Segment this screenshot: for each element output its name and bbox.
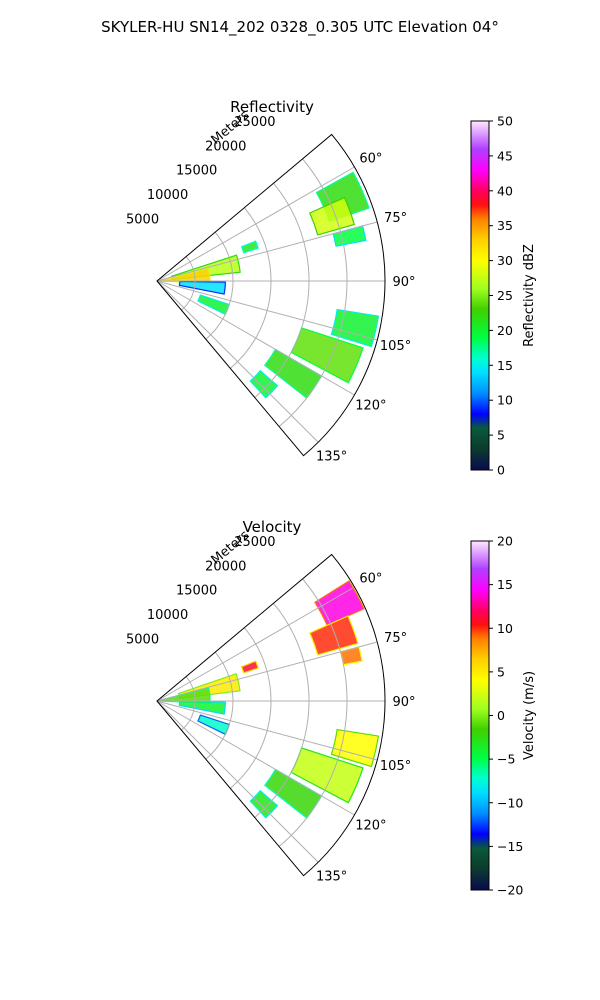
- colorbar-label: Velocity (m/s): [522, 671, 537, 760]
- echo-region-3: [240, 660, 259, 674]
- colorbar-tick-label: 15: [497, 358, 513, 373]
- angle-tick-label: 105°: [380, 759, 411, 774]
- colorbar-tick-label: 35: [497, 218, 513, 233]
- radial-tick-label: 15000: [176, 164, 217, 179]
- sector-frame: [156, 133, 386, 457]
- colorbar-tick-label: 40: [497, 183, 513, 198]
- angle-tick-label: 60°: [359, 572, 382, 587]
- grid-spoke-5: [156, 280, 319, 443]
- colorbar-tick-label: −20: [497, 883, 523, 898]
- colorbar-tick-label: 20: [497, 323, 513, 338]
- grid-spoke-3: [156, 700, 378, 761]
- figure-title: SKYLER-HU SN14_202 0328_0.305 UTC Elevat…: [101, 18, 499, 37]
- echo-region-6: [178, 280, 227, 295]
- grid-spoke-3: [156, 280, 378, 341]
- radial-tick-label: 15000: [176, 584, 217, 599]
- radial-tick-label: 10000: [147, 188, 188, 203]
- colorbar-tick-label: 20: [497, 534, 513, 549]
- sector-frame: [156, 553, 386, 877]
- grid-arc-4: [278, 578, 348, 847]
- grid-arc-3: [254, 602, 310, 818]
- grid-arc-1: [205, 231, 234, 340]
- echo-region-3: [240, 240, 259, 254]
- angle-tick-label: 90°: [392, 275, 415, 290]
- echo-region-11: [249, 789, 279, 819]
- colorbar-tick-label: 50: [497, 114, 513, 129]
- radial-tick-label: 20000: [205, 559, 246, 574]
- echo-layer: [157, 171, 380, 399]
- grid-spoke-0: [156, 586, 355, 702]
- grid-spoke-4: [156, 280, 355, 396]
- angle-tick-label: 120°: [355, 399, 386, 414]
- radial-tick-label: 10000: [147, 608, 188, 623]
- grid-arc-3: [254, 182, 310, 398]
- colorbar-tick-label: 15: [497, 577, 513, 592]
- radial-tick-label: 25000: [234, 535, 275, 550]
- radial-tick-label: 25000: [234, 115, 275, 130]
- reflectivity-panel: Reflectivity500010000150002000025000Mete…: [126, 98, 537, 478]
- grid-spoke-1: [156, 641, 378, 702]
- colorbar-tick-label: 5: [497, 664, 505, 679]
- colorbar-tick-label: 0: [497, 708, 505, 723]
- angle-tick-label: 105°: [380, 339, 411, 354]
- grid-arc-1: [205, 651, 234, 760]
- echo-layer: [157, 580, 380, 819]
- colorbar-tick-label: 30: [497, 253, 513, 268]
- panel-title: Velocity: [243, 518, 302, 536]
- angle-tick-label: 60°: [359, 152, 382, 167]
- echo-region-0: [314, 580, 365, 627]
- radial-tick-label: 20000: [205, 139, 246, 154]
- colorbar-tick-label: −10: [497, 795, 523, 810]
- echo-region-7: [197, 294, 231, 316]
- grid-spoke-0: [156, 166, 355, 282]
- radial-tick-label: 5000: [126, 213, 159, 228]
- colorbar-tick-label: 0: [497, 463, 505, 478]
- grid-spoke-5: [156, 700, 319, 863]
- grid-arc-2: [229, 627, 272, 789]
- colorbar: [470, 540, 490, 891]
- grid-arc-4: [278, 158, 348, 427]
- colorbar-label: Reflectivity dBZ: [522, 244, 537, 347]
- colorbar-tick-label: 10: [497, 393, 513, 408]
- grid-spoke-4: [156, 700, 355, 816]
- panel-title: Reflectivity: [230, 98, 314, 116]
- grid-arc-2: [229, 207, 272, 369]
- echo-region-6: [178, 700, 227, 715]
- echo-region-1: [308, 615, 359, 656]
- velocity-panel: Velocity500010000150002000025000Meters60…: [126, 518, 537, 898]
- echo-region-11: [249, 369, 279, 399]
- angle-tick-label: 75°: [384, 631, 407, 646]
- colorbar: [470, 120, 490, 471]
- angle-tick-label: 90°: [392, 695, 415, 710]
- colorbar-tick-label: −5: [497, 752, 515, 767]
- echo-region-2: [339, 646, 363, 666]
- radial-tick-label: 5000: [126, 633, 159, 648]
- colorbar-tick-label: 45: [497, 148, 513, 163]
- colorbar-tick-label: 5: [497, 428, 505, 443]
- grid-spoke-1: [156, 221, 378, 282]
- echo-region-1: [308, 196, 355, 236]
- colorbar-tick-label: 10: [497, 621, 513, 636]
- angle-tick-label: 135°: [316, 870, 347, 885]
- colorbar-tick-label: 25: [497, 288, 513, 303]
- echo-region-2: [332, 225, 367, 247]
- angle-tick-label: 75°: [384, 211, 407, 226]
- angle-tick-label: 135°: [316, 450, 347, 465]
- colorbar-tick-label: −15: [497, 839, 523, 854]
- echo-region-7: [197, 714, 231, 736]
- angle-tick-label: 120°: [355, 819, 386, 834]
